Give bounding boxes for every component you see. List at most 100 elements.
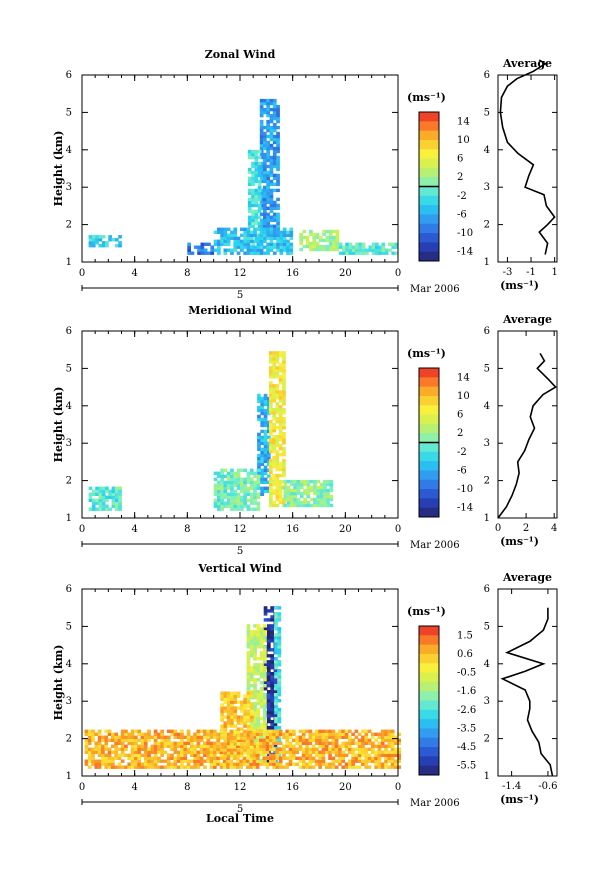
heatmap-cell	[267, 699, 271, 703]
heatmap-cell	[236, 742, 241, 746]
heatmap-cell	[266, 134, 270, 139]
colorbar-segment	[419, 186, 439, 197]
heatmap-cell	[282, 378, 286, 382]
heatmap-cell	[251, 170, 255, 175]
heatmap-cell	[323, 482, 327, 487]
heatmap-cell	[213, 762, 217, 766]
heatmap-cell	[233, 477, 238, 481]
heatmap-cell	[272, 741, 276, 745]
heatmap-cell	[187, 251, 191, 255]
heatmap-cell	[312, 244, 317, 249]
heatmap-cell	[262, 750, 267, 754]
heatmap-cell	[176, 735, 181, 739]
heatmap-cell	[259, 98, 264, 103]
heatmap-cell	[253, 489, 257, 493]
heatmap-cell	[240, 718, 244, 722]
heatmap-cell	[263, 719, 267, 724]
heatmap-cell	[247, 224, 252, 228]
heatmap-cell	[236, 748, 241, 752]
heatmap-cell	[303, 488, 307, 493]
heatmap-cell	[272, 756, 276, 760]
heatmap-cell	[309, 244, 313, 249]
heatmap-cell	[338, 729, 342, 733]
heatmap-cell	[270, 710, 274, 715]
heatmap-cell	[269, 464, 273, 469]
heatmap-cell	[111, 750, 115, 754]
heatmap-cell	[357, 732, 362, 736]
heatmap-cell	[318, 765, 322, 769]
heatmap-cell	[269, 197, 274, 202]
avg-x-unit: (ms⁻¹)	[500, 535, 539, 548]
heatmap-cell	[219, 765, 224, 769]
heatmap-cell	[249, 675, 254, 679]
heatmap-cell	[114, 738, 118, 742]
heatmap-cell	[226, 738, 230, 742]
heatmap-cell	[246, 633, 251, 637]
heatmap-cell	[246, 687, 251, 691]
heatmap-cell	[289, 227, 294, 231]
heatmap-cell	[278, 497, 283, 502]
heatmap-cell	[223, 748, 228, 752]
heatmap-cell	[278, 417, 283, 421]
heatmap-cell	[269, 128, 274, 133]
heatmap-cell	[259, 729, 263, 733]
heatmap-cell	[249, 709, 254, 713]
heatmap-cell	[341, 741, 346, 745]
heatmap-cell	[226, 498, 231, 502]
heatmap-cell	[263, 101, 267, 106]
heatmap-cell	[288, 753, 293, 757]
heatmap-cell	[253, 713, 257, 718]
heatmap-cell	[267, 725, 271, 730]
heatmap-cell	[213, 230, 218, 234]
heatmap-cell	[267, 429, 271, 434]
heatmap-cell	[272, 479, 276, 484]
heatmap-cell	[338, 750, 342, 754]
heatmap-cell	[263, 399, 268, 404]
heatmap-cell	[95, 238, 99, 242]
heatmap-cell	[253, 704, 257, 709]
heatmap-cell	[236, 744, 240, 748]
heatmap-cell	[377, 747, 382, 751]
heatmap-cell	[298, 729, 303, 733]
heatmap-cell	[292, 762, 296, 766]
heatmap-cell	[104, 744, 109, 748]
heatmap-cell	[243, 715, 247, 719]
heatmap-cell	[394, 747, 398, 751]
heatmap-cell	[275, 753, 280, 757]
colorbar-segment	[419, 112, 439, 122]
heatmap-cell	[266, 107, 270, 112]
heatmap-cell	[328, 244, 333, 249]
heatmap-cell	[240, 748, 244, 752]
heatmap-cell	[272, 369, 276, 373]
heatmap-cell	[282, 230, 287, 234]
heatmap-cell	[298, 744, 303, 748]
heatmap-cell	[111, 735, 115, 739]
heatmap-cell	[256, 227, 261, 231]
heatmap-cell	[277, 606, 282, 610]
heatmap-cell	[272, 473, 276, 478]
heatmap-cell	[242, 729, 247, 733]
heatmap-cell	[274, 663, 278, 667]
heatmap-cell	[272, 137, 277, 142]
heatmap-cell	[259, 128, 264, 133]
heatmap-cell	[387, 750, 392, 754]
heatmap-cell	[105, 489, 109, 493]
colorbar-unit: (ms⁻¹)	[407, 91, 446, 104]
heatmap-cell	[243, 492, 247, 496]
heatmap-cell	[220, 501, 224, 505]
heatmap-cell	[277, 678, 282, 682]
heatmap-cell	[263, 137, 267, 142]
heatmap-cell	[338, 744, 342, 748]
heatmap-cell	[107, 747, 112, 751]
heatmap-cell	[187, 245, 191, 249]
heatmap-cell	[216, 735, 220, 739]
colorbar-label: -6	[457, 465, 467, 476]
heatmap-cell	[282, 408, 286, 412]
heatmap-cell	[269, 119, 274, 124]
heatmap-cell	[272, 215, 277, 219]
avg-y-tick-label: 2	[484, 220, 490, 231]
heatmap-cell	[166, 753, 171, 757]
heatmap-cell	[253, 251, 257, 255]
heatmap-cell	[257, 453, 261, 458]
heatmap-cell	[269, 125, 274, 130]
